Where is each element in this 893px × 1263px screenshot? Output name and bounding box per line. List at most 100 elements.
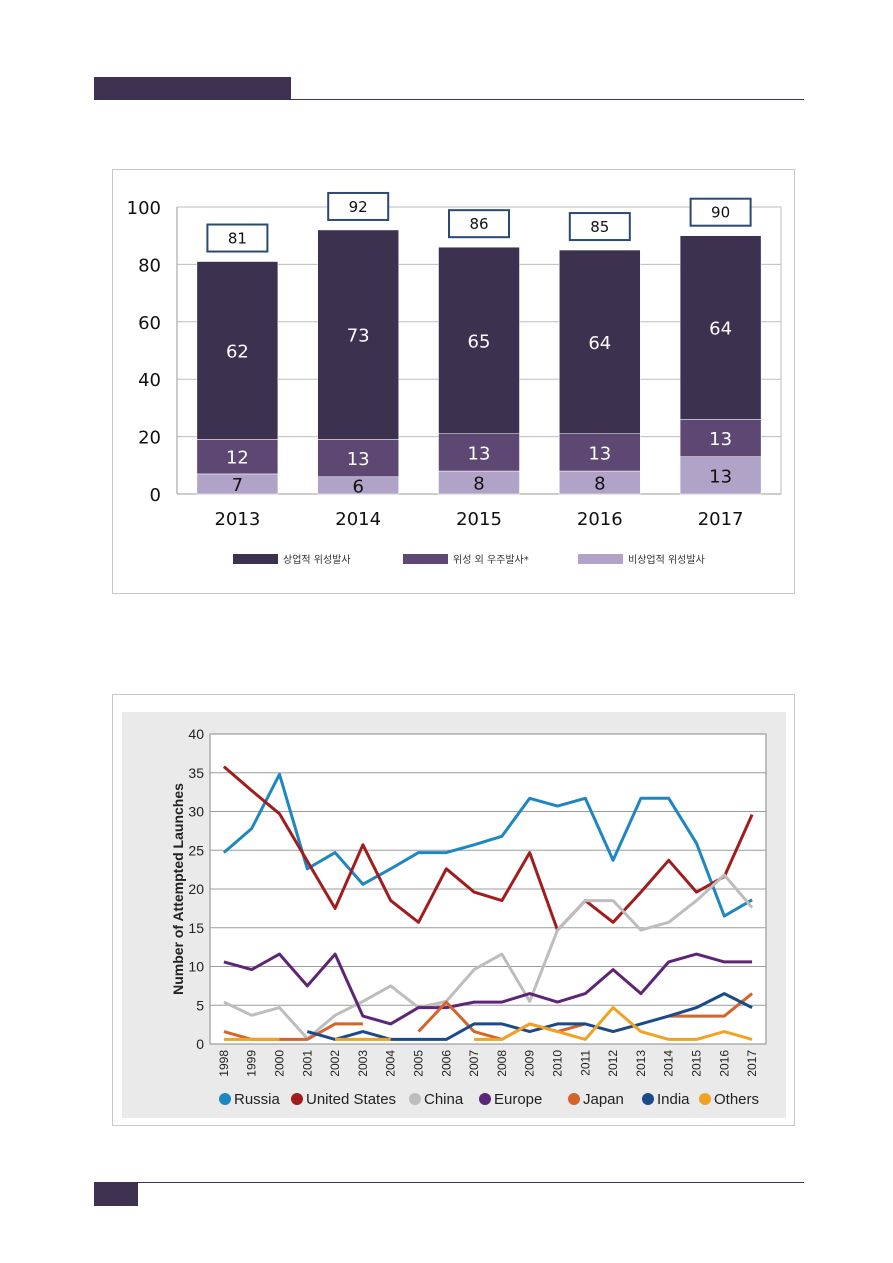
y-tick-label: 0: [150, 485, 161, 506]
line-chart-panel: 0 5 10 15 20 25 30 35 40 Number of Attempted Laun…: [112, 694, 795, 1126]
bar-value-label: 8: [473, 474, 484, 495]
bar-value-label: 64: [588, 333, 611, 354]
x-tick-label: 2014: [335, 509, 381, 530]
total-callout-label: 90: [711, 204, 730, 222]
total-callout-box: [327, 191, 390, 221]
y-tick-label: 15: [188, 920, 204, 936]
x-tick-label: 2011: [578, 1050, 592, 1076]
legend-label: Others: [714, 1091, 759, 1108]
series-line-others: [223, 1006, 753, 1041]
x-tick-label: 2007: [467, 1050, 481, 1077]
total-callout-label: 92: [349, 198, 368, 216]
legend-label: China: [424, 1091, 464, 1108]
total-callout-box: [206, 223, 269, 253]
x-tick-label: 2012: [606, 1050, 620, 1077]
footer-tab: [94, 1182, 138, 1206]
total-callout-box: [448, 209, 510, 239]
x-tick-label: 2003: [356, 1050, 370, 1077]
bar-segment: [559, 433, 641, 472]
y-tick-label: 60: [138, 313, 161, 334]
bar-segment: [317, 439, 399, 478]
bar-value-label: 64: [709, 319, 732, 340]
y-tick-label: 30: [188, 804, 204, 820]
legend-swatch: [403, 554, 448, 564]
bar-value-label: 6: [352, 476, 363, 497]
bar-value-label: 8: [594, 474, 605, 495]
stacked-bar-chart: 0 20 40 60 80 100 7 12 62 81 2013 6 13 73 92 2014 8 13 65 8…: [127, 191, 782, 566]
legend-marker: [699, 1093, 711, 1105]
legend-swatch: [578, 554, 623, 564]
x-tick-label: 1999: [245, 1050, 259, 1077]
legend-label: Russia: [234, 1091, 281, 1108]
x-tick-label: 2005: [412, 1050, 426, 1077]
y-tick-label: 5: [196, 997, 204, 1013]
legend-label: 위성 외 우주발사*: [453, 553, 529, 566]
x-tick-label: 2013: [214, 509, 260, 530]
series-line-india: [306, 992, 753, 1041]
bar-value-label: 13: [709, 429, 732, 450]
x-tick-label: 2009: [523, 1050, 537, 1077]
legend-label: Japan: [583, 1091, 624, 1108]
legend-label: 비상업적 위성발사: [628, 553, 705, 566]
legend-label: United States: [306, 1091, 396, 1108]
x-tick-label: 2002: [328, 1050, 342, 1077]
legend-label: India: [657, 1091, 690, 1108]
bar-value-label: 73: [347, 326, 370, 347]
bar-value-label: 7: [232, 475, 243, 496]
total-callout-box: [689, 197, 752, 227]
legend-marker: [642, 1093, 654, 1105]
bar-segment: [438, 246, 520, 434]
y-tick-label: 80: [138, 255, 161, 276]
bar-value-label: 62: [226, 342, 249, 363]
bar-segment: [679, 235, 762, 420]
legend-marker: [409, 1093, 421, 1105]
bar-value-label: 13: [709, 466, 732, 487]
legend-marker: [479, 1093, 491, 1105]
y-tick-label: 35: [188, 765, 204, 781]
legend-label: 상업적 위성발사: [283, 553, 351, 566]
x-tick-label: 2010: [551, 1050, 565, 1077]
x-tick-label: 2004: [384, 1050, 398, 1077]
x-tick-label: 2008: [495, 1050, 509, 1077]
x-tick-label: 1998: [217, 1050, 231, 1077]
x-tick-label: 2015: [690, 1050, 704, 1077]
bar-value-label: 13: [588, 443, 611, 464]
y-tick-label: 25: [188, 842, 204, 858]
series-line-china: [223, 873, 754, 1041]
legend-label: Europe: [494, 1091, 542, 1108]
y-tick-label: 40: [138, 370, 161, 391]
series-line-europe: [223, 952, 753, 1026]
legend-swatch: [233, 554, 278, 564]
x-tick-label: 2015: [456, 509, 502, 530]
total-callout-box: [568, 212, 631, 242]
total-callout-label: 81: [228, 230, 247, 248]
y-tick-label: 40: [188, 726, 204, 742]
header-rule: [94, 99, 804, 100]
bar-segment: [679, 419, 762, 457]
bar-value-label: 13: [347, 449, 370, 470]
legend-marker: [291, 1093, 303, 1105]
total-callout-label: 85: [590, 218, 609, 236]
line-chart: 0 5 10 15 20 25 30 35 40 Number of Attempted Laun…: [122, 712, 786, 1118]
x-tick-label: 2016: [717, 1050, 731, 1077]
bar-value-label: 65: [468, 331, 491, 352]
bar-segment: [196, 261, 279, 440]
bar-segment: [196, 439, 279, 475]
x-tick-label: 2017: [745, 1050, 759, 1077]
total-callout-label: 86: [469, 215, 488, 233]
y-tick-label: 20: [138, 428, 161, 449]
x-tick-label: 2013: [634, 1050, 648, 1077]
bar-value-label: 13: [468, 443, 491, 464]
footer-rule: [94, 1182, 804, 1183]
legend-marker: [219, 1093, 231, 1105]
x-tick-label: 2016: [577, 509, 623, 530]
x-tick-label: 2000: [273, 1050, 287, 1077]
series-line-united-states: [222, 765, 754, 932]
stacked-bar-chart-panel: 0 20 40 60 80 100 7 12 62 81 2013 6 13 73 92 2014 8 13 65 8…: [112, 169, 795, 594]
x-tick-label: 2001: [300, 1050, 314, 1077]
x-tick-label: 2017: [698, 509, 744, 530]
bar-value-label: 12: [226, 448, 249, 469]
y-tick-label: 10: [188, 959, 204, 975]
x-tick-label: 2006: [439, 1050, 453, 1077]
y-tick-label: 100: [127, 198, 161, 219]
